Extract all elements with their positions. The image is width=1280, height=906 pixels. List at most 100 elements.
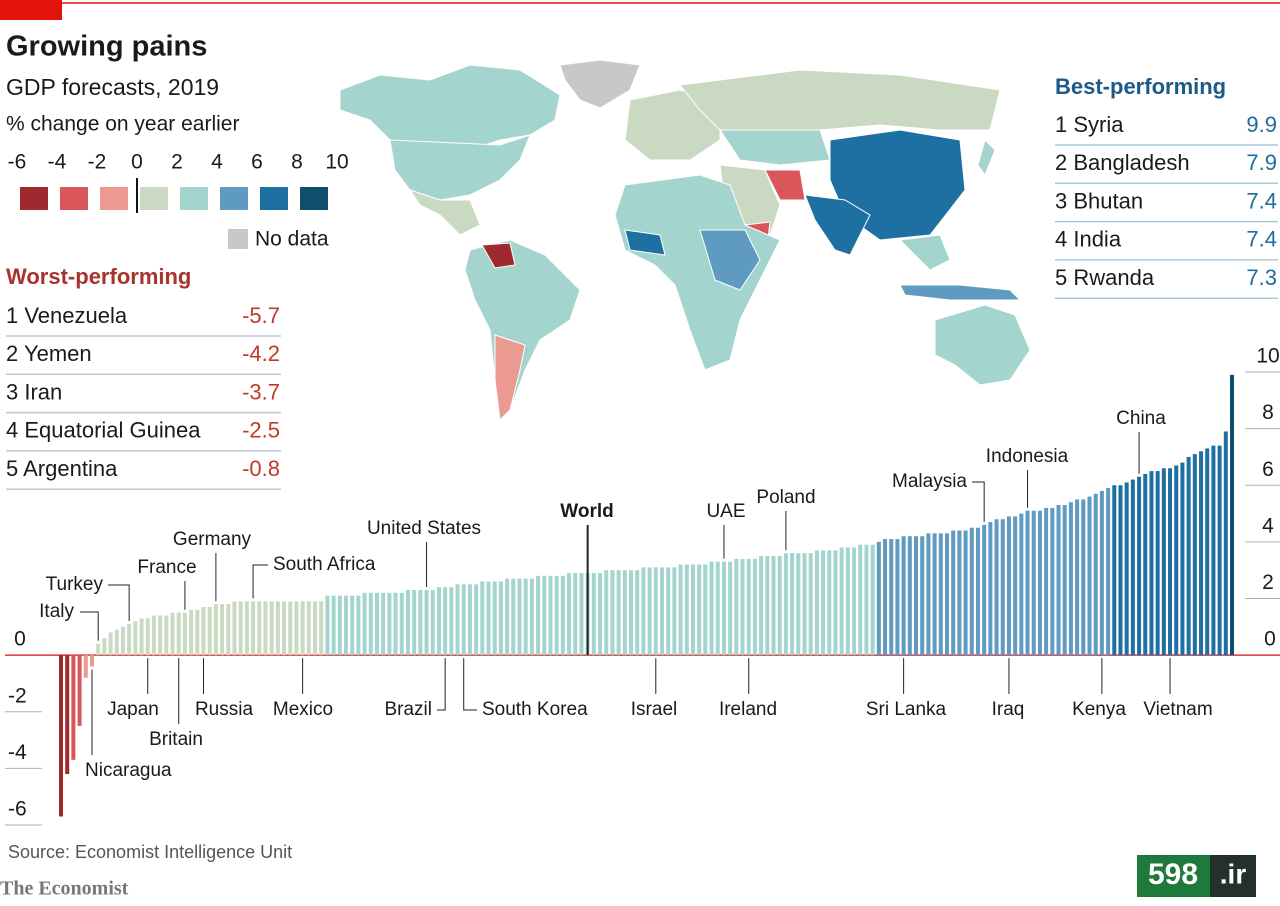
bar	[325, 595, 330, 656]
bar	[139, 618, 144, 656]
bar	[306, 601, 311, 656]
bar	[858, 544, 863, 656]
bar-label: Japan	[107, 699, 159, 720]
bar	[1050, 507, 1055, 656]
bar	[1168, 468, 1173, 656]
bar	[337, 595, 342, 656]
bar	[895, 539, 900, 656]
bar	[944, 533, 949, 656]
watermark: .ir	[1220, 858, 1247, 889]
bar-label: Brazil	[384, 699, 432, 720]
y-tick-label: -4	[8, 741, 27, 764]
bar	[728, 561, 733, 656]
bar	[1211, 445, 1216, 656]
bar	[145, 618, 150, 656]
bar	[108, 632, 113, 656]
bar	[771, 556, 776, 656]
bar	[1186, 456, 1191, 656]
map-region	[614, 174, 781, 371]
bar	[635, 570, 640, 656]
bar	[275, 601, 280, 656]
bar	[1223, 431, 1228, 656]
y-tick-label: 0	[1264, 628, 1276, 651]
bar	[492, 581, 497, 656]
y-tick-label: -6	[8, 798, 27, 821]
bar	[759, 556, 764, 656]
chart-title: Growing pains	[6, 31, 207, 63]
bar	[783, 553, 788, 656]
bar	[1217, 445, 1222, 656]
bar	[424, 590, 429, 656]
map-region	[679, 69, 1001, 141]
bar	[443, 587, 448, 656]
bar-label: Germany	[173, 529, 252, 550]
bar	[852, 547, 857, 656]
bar	[77, 655, 82, 726]
bar	[988, 522, 993, 656]
bar	[907, 536, 912, 656]
bar	[1000, 519, 1005, 656]
bar	[659, 567, 664, 656]
bar	[864, 544, 869, 656]
bar	[833, 550, 838, 656]
map-region	[559, 59, 641, 109]
bar	[288, 601, 293, 656]
bar	[721, 561, 726, 656]
map-region	[389, 134, 531, 201]
bar	[703, 564, 708, 656]
bar	[1062, 505, 1067, 656]
bar	[356, 595, 361, 656]
bar	[455, 584, 460, 656]
map-region	[624, 229, 666, 256]
bar	[257, 601, 262, 656]
bar	[765, 556, 770, 656]
table-row-name: 1 Syria	[1055, 112, 1124, 137]
label-leader	[80, 611, 99, 641]
bar	[1037, 510, 1042, 656]
bar	[821, 550, 826, 656]
label-leader	[463, 658, 477, 711]
label-leader	[437, 658, 446, 711]
y-tick-label: 6	[1262, 458, 1274, 481]
bar-label: Ireland	[719, 699, 777, 720]
legend-swatch	[180, 187, 208, 210]
table-row-value: 7.4	[1246, 227, 1277, 252]
bar	[814, 550, 819, 656]
bar	[1025, 510, 1030, 656]
bar	[251, 601, 256, 656]
y-tick-label: 8	[1262, 401, 1274, 424]
bar	[1137, 476, 1142, 656]
y-tick-label: -2	[8, 684, 27, 707]
bar	[1130, 479, 1135, 656]
bar	[387, 592, 392, 656]
bar	[1199, 451, 1204, 656]
bar	[889, 539, 894, 656]
bar	[368, 592, 373, 656]
bar	[244, 601, 249, 656]
legend-swatch	[140, 187, 168, 210]
bar	[89, 655, 94, 667]
bar	[790, 553, 795, 656]
bar	[554, 575, 559, 656]
bar-label: United States	[367, 518, 481, 539]
bar	[591, 573, 596, 656]
bar	[1161, 468, 1166, 656]
bar	[170, 612, 175, 656]
bar	[282, 601, 287, 656]
bar	[1174, 465, 1179, 656]
bar	[920, 536, 925, 656]
bar-label: Poland	[756, 487, 815, 508]
bar	[1019, 513, 1024, 656]
unit-label: % change on year earlier	[6, 113, 239, 136]
y-tick-label: 2	[1262, 571, 1274, 594]
bar	[616, 570, 621, 656]
map-region	[764, 169, 806, 201]
bar-label: Malaysia	[892, 471, 967, 492]
legend-tick-label: -4	[48, 151, 67, 174]
table-row-value: 7.4	[1246, 188, 1277, 213]
bar	[1192, 454, 1197, 656]
table-row-value: -4.2	[242, 341, 280, 366]
bar	[467, 584, 472, 656]
bar	[362, 592, 367, 656]
bar	[975, 527, 980, 656]
